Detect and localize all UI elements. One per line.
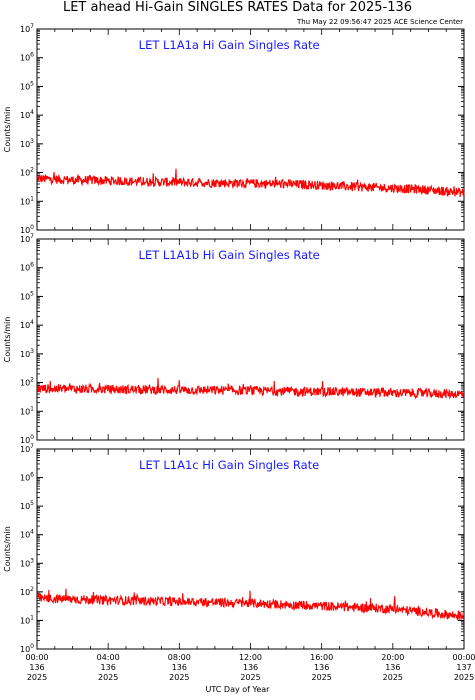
y-tick-label: 105 bbox=[20, 80, 34, 91]
timestamp: Thu May 22 09:56:47 2025 ACE Science Cen… bbox=[296, 18, 463, 26]
y-tick-label: 102 bbox=[20, 586, 34, 597]
panel-title-2: LET L1A1b Hi Gain Singles Rate bbox=[139, 248, 320, 262]
page-title: LET ahead Hi-Gain SINGLES RATES Data for… bbox=[62, 0, 413, 15]
y-tick-label: 101 bbox=[20, 614, 34, 625]
y-axis-label-1: Counts/min bbox=[3, 107, 12, 153]
x-tick-year-label: 2025 bbox=[98, 673, 118, 682]
y-tick-label: 107 bbox=[20, 443, 34, 454]
y-axis-label-2: Counts/min bbox=[3, 317, 12, 363]
y-axis-label-3: Counts/min bbox=[3, 526, 12, 572]
x-tick-time-label: 00:00 bbox=[452, 653, 475, 662]
x-tick-doy-label: 136 bbox=[385, 663, 400, 672]
x-tick-year-label: 2025 bbox=[454, 673, 474, 682]
y-tick-label: 103 bbox=[20, 557, 34, 568]
x-tick-time-label: 12:00 bbox=[239, 653, 262, 662]
y-tick-label: 102 bbox=[20, 377, 34, 388]
x-tick-year-label: 2025 bbox=[383, 673, 403, 682]
x-tick-time-label: 20:00 bbox=[381, 653, 404, 662]
y-tick-label: 100 bbox=[20, 224, 34, 235]
x-tick-time-label: 04:00 bbox=[97, 653, 120, 662]
x-axis-label: UTC Day of Year bbox=[205, 685, 270, 694]
y-tick-label: 104 bbox=[20, 319, 34, 330]
series-line-1 bbox=[36, 168, 465, 197]
x-tick-time-label: 00:00 bbox=[25, 653, 48, 662]
y-tick-label: 107 bbox=[20, 233, 34, 244]
x-tick-year-label: 2025 bbox=[27, 673, 47, 682]
y-tick-label: 106 bbox=[20, 262, 34, 273]
x-tick-time-label: 16:00 bbox=[310, 653, 333, 662]
panel-title-3: LET L1A1c Hi Gain Singles Rate bbox=[139, 458, 319, 472]
x-tick-doy-label: 137 bbox=[456, 663, 471, 672]
x-tick-time-label: 08:00 bbox=[168, 653, 191, 662]
x-tick-year-label: 2025 bbox=[311, 673, 331, 682]
y-tick-label: 105 bbox=[20, 290, 34, 301]
y-tick-label: 100 bbox=[20, 643, 34, 654]
y-tick-label: 103 bbox=[20, 138, 34, 149]
x-tick-doy-label: 136 bbox=[29, 663, 44, 672]
y-tick-label: 107 bbox=[20, 23, 34, 34]
series-line-3 bbox=[36, 588, 465, 621]
y-tick-label: 102 bbox=[20, 167, 34, 178]
y-tick-label: 101 bbox=[20, 195, 34, 206]
x-tick-doy-label: 136 bbox=[243, 663, 258, 672]
x-tick-year-label: 2025 bbox=[240, 673, 260, 682]
x-tick-doy-label: 136 bbox=[314, 663, 329, 672]
y-tick-label: 103 bbox=[20, 348, 34, 359]
y-tick-label: 105 bbox=[20, 500, 34, 511]
panel-title-1: LET L1A1a Hi Gain Singles Rate bbox=[139, 38, 320, 52]
x-tick-doy-label: 136 bbox=[101, 663, 116, 672]
plot-frame-1 bbox=[36, 28, 465, 231]
y-tick-label: 101 bbox=[20, 405, 34, 416]
y-tick-label: 100 bbox=[20, 434, 34, 445]
x-tick-doy-label: 136 bbox=[172, 663, 187, 672]
y-tick-label: 106 bbox=[20, 52, 34, 63]
plot-frame-3 bbox=[36, 448, 465, 650]
y-tick-label: 106 bbox=[20, 472, 34, 483]
x-tick-year-label: 2025 bbox=[169, 673, 189, 682]
y-tick-label: 104 bbox=[20, 529, 34, 540]
plot-frame-2 bbox=[36, 238, 465, 441]
series-line-2 bbox=[36, 377, 465, 400]
y-tick-label: 104 bbox=[20, 109, 34, 120]
